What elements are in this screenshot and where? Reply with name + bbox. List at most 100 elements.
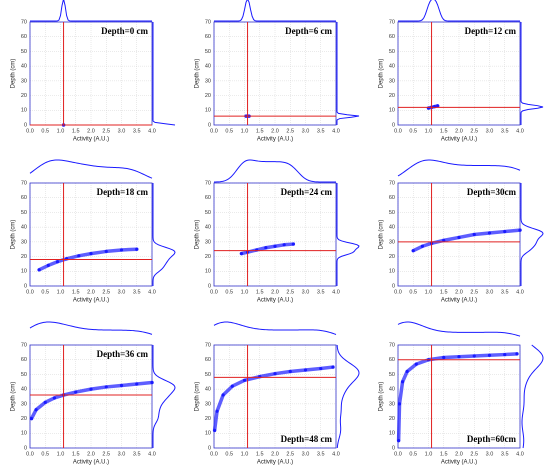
scatter-point [77,254,81,258]
x-tick-label: 2.0 [87,289,95,295]
x-tick-label: 3.5 [133,451,141,457]
scatter-point [89,387,93,391]
y-tick-label: 20 [389,93,395,99]
x-tick-label: 0.0 [26,289,34,295]
x-tick-label: 1.5 [440,289,448,295]
y-tick-label: 50 [205,49,211,55]
x-tick-label: 2.0 [455,289,463,295]
y-tick-label: 50 [205,372,211,378]
y-tick-label: 10 [21,108,27,114]
y-tick-label: 10 [389,108,395,114]
y-tick-label: 30 [205,239,211,245]
x-tick-label: 2.0 [87,128,95,134]
y-axis-label: Depth (cm) [379,382,385,412]
right-marginal [520,22,544,125]
panel-title: Depth=36 cm [97,349,149,359]
scatter-point [273,372,277,376]
y-axis-label: Depth (cm) [195,59,201,89]
x-axis-label: Activity (A.U.) [73,137,109,143]
scatter-point [420,244,424,248]
y-tick-label: 40 [21,225,27,231]
y-axis-label: Depth (cm) [11,59,17,89]
scatter-point [397,439,401,443]
y-axis-label: Depth (cm) [11,382,17,412]
x-tick-label: 3.0 [302,128,310,134]
x-tick-label: 1.0 [241,289,249,295]
scatter-point [135,382,139,386]
right-marginal [336,183,360,286]
y-tick-label: 50 [389,210,395,216]
scatter-band [396,352,519,443]
x-tick-label: 1.5 [256,289,264,295]
scatter-point [331,365,335,369]
scatter-point [104,385,108,389]
scatter-point [150,380,154,385]
x-tick-label: 1.5 [256,451,264,457]
scatter-point [230,384,234,388]
plot-area [30,345,152,448]
x-axis-label: Activity (A.U.) [441,460,477,466]
y-tick-label: 30 [205,78,211,84]
panel-title: Depth=18 cm [97,187,149,197]
y-tick-label: 0 [392,122,395,128]
x-tick-label: 3.5 [317,128,325,134]
y-tick-label: 20 [205,93,211,99]
y-tick-label: 30 [389,401,395,407]
y-tick-label: 70 [205,19,211,25]
scatter-point [29,416,34,421]
x-tick-label: 1.0 [425,451,433,457]
top-marginal [213,159,336,183]
y-tick-label: 10 [389,269,395,275]
x-tick-label: 1.5 [440,128,448,134]
x-tick-label: 2.0 [455,451,463,457]
y-tick-label: 0 [24,122,27,128]
x-tick-label: 3.5 [317,451,325,457]
y-tick-label: 20 [21,93,27,99]
y-tick-label: 60 [21,34,27,40]
scatter-point [518,228,522,232]
right-marginal [520,183,544,286]
top-marginal [30,0,152,22]
y-tick-label: 70 [389,342,395,348]
scatter-point [119,383,124,388]
plot-area [398,22,520,125]
scatter-point [215,409,219,413]
x-tick-label: 1.5 [440,451,448,457]
x-tick-label: 2.5 [470,289,478,295]
scatter-point [487,353,492,357]
scatter-point [503,352,507,357]
axes-frame [213,21,337,126]
plot-area [398,345,520,448]
x-tick-label: 0.5 [409,128,417,134]
panel-title: Depth=48 cm [281,434,333,444]
axes-frame [29,344,153,449]
x-tick-label: 2.0 [87,451,95,457]
y-tick-label: 40 [389,387,395,393]
y-tick-label: 40 [205,387,211,393]
x-tick-label: 1.0 [241,451,249,457]
scatter-point [472,232,476,237]
y-tick-label: 40 [21,64,27,70]
y-tick-label: 0 [208,445,211,451]
right-marginal [521,344,544,449]
panel-title: Depth=60cm [467,434,517,444]
scatter-point [264,246,268,250]
scatter-point [288,369,292,374]
scatter-point [457,235,461,240]
y-tick-label: 40 [205,225,211,231]
x-tick-label: 2.0 [271,289,279,295]
top-marginal [397,321,521,337]
x-tick-label: 4.0 [148,451,156,457]
top-marginal [213,321,337,335]
x-tick-label: 3.5 [501,451,509,457]
y-tick-label: 20 [389,416,395,422]
x-tick-label: 3.0 [118,128,126,134]
x-tick-label: 3.5 [317,289,325,295]
x-tick-label: 2.5 [286,451,294,457]
y-axis-label: Depth (cm) [11,220,17,250]
x-tick-label: 0.5 [225,289,233,295]
y-tick-label: 40 [205,64,211,70]
x-tick-label: 4.0 [516,128,524,134]
y-tick-label: 50 [21,210,27,216]
